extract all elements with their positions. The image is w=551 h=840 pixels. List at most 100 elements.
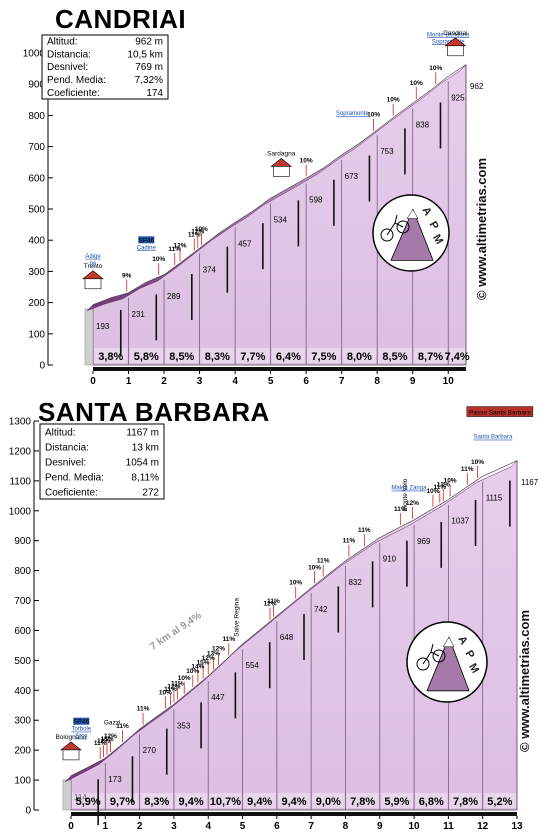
summit-sign	[466, 406, 534, 417]
y-tick-label: 900	[14, 536, 31, 547]
point-gradient-label: 10%	[426, 488, 439, 495]
gradient-band-bg	[449, 348, 465, 363]
bike-wheel-icon	[416, 657, 430, 671]
x-tick-label: 6	[303, 376, 309, 387]
info-value: 962 m	[135, 37, 163, 48]
bike-wheel-icon	[396, 220, 410, 234]
altitude-label: 753	[380, 147, 394, 156]
y-tick-label: 500	[14, 656, 31, 667]
x-tick-label: 2	[137, 821, 143, 832]
road-sign-label: Adige	[85, 254, 101, 260]
y-tick-label: 300	[14, 716, 31, 727]
road-sign-label: Torbole	[71, 727, 91, 733]
y-tick-label: 1200	[9, 446, 32, 457]
chart-title: CANDRIAI	[55, 4, 186, 34]
snow-cap-icon	[442, 636, 455, 648]
point-gradient-label: 12%	[202, 655, 215, 662]
town-label: Trento	[84, 263, 103, 270]
y-tick-label: 1000	[9, 506, 32, 517]
vertical-place-label: Salve Regina	[234, 598, 241, 637]
km-gradient-label: 6,8%	[419, 796, 444, 808]
cyclist-icon	[422, 643, 440, 665]
house-icon	[82, 270, 104, 280]
x-tick-label: 3	[171, 821, 177, 832]
point-gradient-label: 12%	[97, 738, 110, 745]
info-label: Distancia:	[47, 49, 91, 60]
point-gradient-label: 12%	[167, 683, 180, 690]
x-tick-label: 9	[410, 376, 416, 387]
altitude-label: 925	[451, 93, 465, 102]
y-tick-label: 1100	[9, 476, 31, 487]
gradient-band-bg	[236, 348, 270, 363]
altitude-label: 114	[74, 793, 87, 802]
km-gradient-label: 7,8%	[453, 796, 478, 808]
point-gradient-label: 11%	[164, 686, 177, 693]
x-tick-label: 2	[161, 376, 167, 387]
point-gradient-label: 10%	[289, 580, 302, 587]
altitude-label: 374	[203, 265, 217, 274]
x-tick-label: 8	[374, 376, 380, 387]
mountain-icon	[426, 636, 470, 692]
y-tick-label: 300	[28, 267, 45, 278]
altitude-label: 962	[470, 82, 484, 91]
gradient-band-bg	[165, 348, 199, 363]
x-tick-label: 8	[343, 821, 349, 832]
point-gradient-label: 10%	[367, 112, 380, 119]
info-value: 174	[146, 88, 163, 99]
road-ribbon	[86, 64, 467, 312]
info-value: 10,5 km	[127, 49, 163, 60]
x-tick-label: 4	[232, 376, 238, 387]
gradient-band-bg	[94, 348, 128, 363]
gradient-band-bg	[271, 348, 306, 363]
point-gradient-label: 10%	[195, 226, 208, 233]
y-tick-label: 800	[28, 111, 45, 122]
gradient-band-bg	[243, 793, 276, 808]
km-gradient-label: 8,3%	[144, 796, 169, 808]
point-gradient-label: 11%	[168, 246, 181, 253]
point-gradient-label: 12%	[104, 733, 117, 740]
altitude-label: 447	[211, 693, 225, 702]
watermark: © www.altimetrias.com	[474, 158, 489, 300]
gradient-band-bg	[346, 793, 379, 808]
altitude-label: 673	[345, 172, 359, 181]
point-gradient-label: 15%	[101, 736, 114, 743]
road-sign-label: Malga Zanga	[391, 486, 427, 492]
info-label: Coeficiente:	[47, 88, 100, 99]
info-label: Pend. Media:	[45, 472, 104, 483]
apm-logo: APM	[372, 194, 450, 272]
km-gradient-label: 5,9%	[76, 796, 101, 808]
y-tick-label: 100	[28, 329, 45, 340]
km-gradient-label: 9,7%	[110, 796, 135, 808]
gradient-band-bg	[209, 793, 242, 808]
point-gradient-label: 12%	[191, 229, 204, 236]
road-number-label: SP46	[73, 719, 89, 726]
x-tick-label: 3	[197, 376, 203, 387]
vertical-place-label: Monte Velo	[402, 478, 409, 511]
y-tick-label: 1300	[9, 417, 32, 428]
x-tick-label: 5	[240, 821, 246, 832]
y-tick-label: 0	[25, 806, 31, 817]
x-tick-label: 12	[477, 821, 489, 832]
point-gradient-label: 15%	[197, 659, 210, 666]
chart-title: SANTA BARBARA	[38, 397, 270, 427]
road-sign-label: Santa Barbara	[474, 435, 513, 441]
info-value: 1054 m	[126, 457, 159, 468]
road-number-sign	[73, 717, 90, 725]
town-label: Candriai	[443, 30, 467, 37]
y-tick-label: 700	[14, 596, 31, 607]
info-label: Pend. Media:	[47, 75, 106, 86]
road-sign-label: Monte Bondone	[427, 32, 470, 38]
km-gradient-label: 7,8%	[350, 796, 375, 808]
info-label: Altitud:	[45, 427, 76, 438]
info-box: Altitud: 962 m Distancia: 10,5 km Desnivel: 7…	[41, 34, 169, 100]
y-tick-label: 600	[14, 626, 31, 637]
gradient-band-bg	[342, 348, 377, 363]
point-gradient-label: 11%	[188, 231, 201, 238]
y-tick-label: 0	[39, 361, 45, 372]
x-tick-label: 9	[377, 821, 383, 832]
point-gradient-label: 11%	[317, 558, 330, 565]
point-gradient-label: 13%	[437, 482, 450, 489]
gradient-band-bg	[413, 348, 448, 363]
gradient-band-bg	[307, 348, 341, 363]
info-label: Desnivel:	[47, 62, 88, 73]
